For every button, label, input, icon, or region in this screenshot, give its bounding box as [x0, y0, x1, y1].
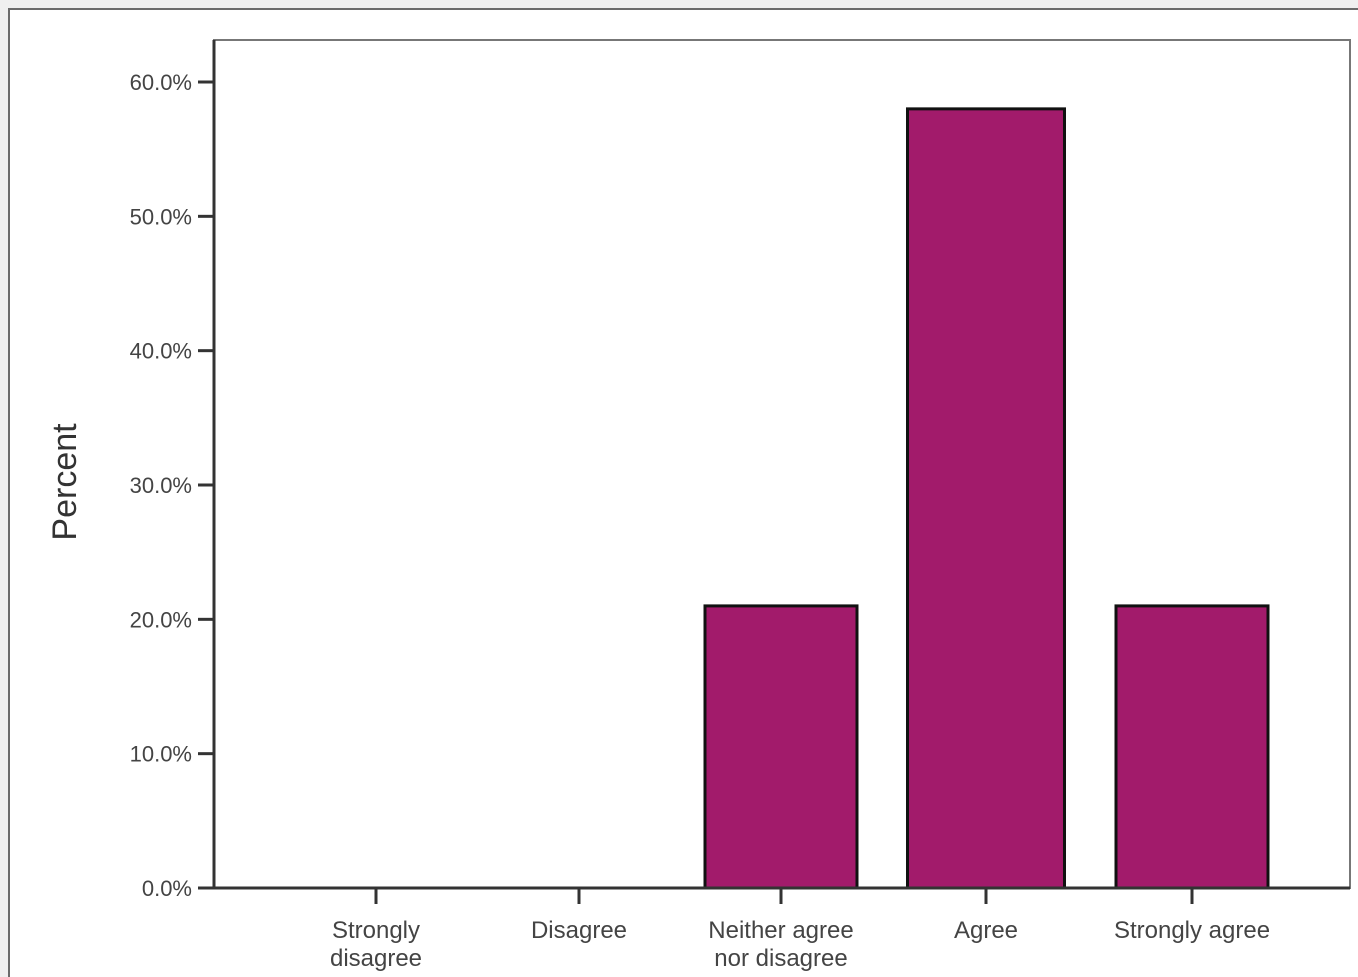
- y-tick-label: 50.0%: [130, 204, 192, 229]
- x-tick-label: disagree: [330, 945, 422, 972]
- x-tick-label: Disagree: [531, 917, 627, 944]
- y-tick-label: 40.0%: [130, 339, 192, 364]
- y-tick-label: 30.0%: [130, 473, 192, 498]
- y-axis: 0.0% 10.0% 20.0% 30.0% 40.0% 50.0% 60.0%: [130, 40, 216, 901]
- x-tick-label: nor disagree: [714, 945, 847, 972]
- y-tick-label: 60.0%: [130, 70, 192, 95]
- x-tick-label: Strongly agree: [1114, 917, 1270, 944]
- bar: [1114, 604, 1270, 890]
- bar: [906, 107, 1066, 890]
- y-tick-label: 0.0%: [142, 876, 192, 901]
- x-tick-label: Strongly: [332, 917, 420, 944]
- bars-group: [703, 107, 1270, 890]
- x-tick-label: Neither agree: [708, 917, 853, 944]
- x-tick-label: Agree: [954, 917, 1018, 944]
- y-tick-label: 20.0%: [130, 607, 192, 632]
- bar: [703, 604, 859, 890]
- y-axis-title: Percent: [46, 423, 84, 541]
- y-tick-label: 10.0%: [130, 742, 192, 767]
